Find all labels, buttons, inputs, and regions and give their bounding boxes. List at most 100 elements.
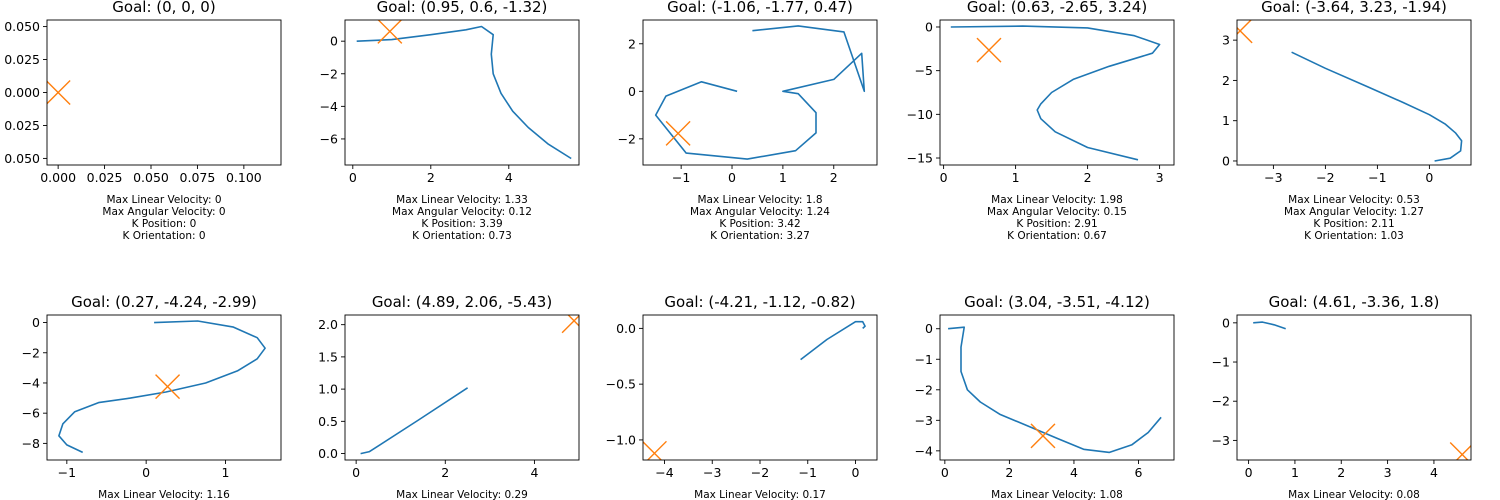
axes-frame <box>642 314 878 461</box>
axes-frame <box>642 19 878 166</box>
parameter-annotation: Max Linear Velocity: 0.08 <box>1288 489 1420 500</box>
subplot-6: Goal: (0.27, -4.24, -2.99) −1 0 1 0 −2 −4 −6 −8 M… <box>22 293 282 500</box>
subplot-2: Goal: (0.95, 0.6, -1.32) 0 2 4 0 −2 −4 −6 Max Li… <box>320 0 580 242</box>
parameter-annotation: K Position: 3.42 <box>719 218 800 230</box>
parameter-annotation: Max Linear Velocity: 1.98 <box>991 194 1123 206</box>
x-tick-label: 2 <box>441 465 449 480</box>
x-tick-label: −3 <box>1264 170 1282 185</box>
parameter-annotation: K Orientation: 0 <box>122 230 205 242</box>
y-tick-label: 0.050 <box>4 151 40 166</box>
trajectory-line <box>360 387 469 455</box>
y-tick-label: 0.050 <box>4 19 40 34</box>
trajectory-line <box>58 320 266 454</box>
x-tick-label: −2 <box>751 465 769 480</box>
x-tick-label: 0.000 <box>40 170 76 185</box>
goal-marker <box>665 120 691 146</box>
x-tick-label: 0.075 <box>180 170 216 185</box>
plot-area <box>948 326 1162 454</box>
subplot-title: Goal: (-1.06, -1.77, 0.47) <box>667 0 853 16</box>
y-tick-label: −2 <box>1212 394 1230 409</box>
trajectory-line <box>1253 321 1286 330</box>
y-tick-label: 0.000 <box>4 85 40 100</box>
y-tick-label: −2 <box>22 345 40 360</box>
x-tick-label: −3 <box>703 465 721 480</box>
y-tick-label: −15 <box>907 151 933 166</box>
axes-frame <box>46 314 282 461</box>
subplot-5: Goal: (-3.64, 3.23, -1.94) −3 −2 −1 0 0 1 2 3 Max… <box>1222 0 1472 242</box>
x-tick-label: 0 <box>728 170 736 185</box>
y-tick-label: 0 <box>628 84 636 99</box>
goal-marker <box>976 37 1002 63</box>
x-tick-label: 0 <box>1245 465 1253 480</box>
y-tick-label: 3 <box>1222 33 1230 48</box>
parameter-annotation: Max Linear Velocity: 1.08 <box>991 489 1123 500</box>
plot-area <box>356 20 572 160</box>
y-tick-label: −3 <box>1212 433 1230 448</box>
plot-area <box>1253 321 1471 460</box>
y-tick-label: 0 <box>1222 153 1230 168</box>
plot-area <box>360 315 579 455</box>
x-tick-label: 4 <box>1070 465 1078 480</box>
plot-area <box>643 320 866 460</box>
x-tick-label: 0.100 <box>226 170 262 185</box>
y-tick-label: 0 <box>925 19 933 34</box>
x-tick-label: 0.025 <box>87 170 123 185</box>
y-tick-label: −3 <box>915 413 933 428</box>
x-tick-label: 0 <box>349 170 357 185</box>
axes-frame <box>46 19 282 166</box>
y-tick-label: −4 <box>915 443 933 458</box>
parameter-annotation: Max Angular Velocity: 0.15 <box>987 206 1127 218</box>
plot-area <box>950 25 1161 161</box>
goal-marker <box>1449 442 1471 460</box>
x-tick-label: 0 <box>940 170 948 185</box>
parameter-annotation: K Orientation: 1.03 <box>1304 230 1404 242</box>
subplot-title: Goal: (3.04, -3.51, -4.12) <box>964 293 1150 311</box>
x-tick-label: 4 <box>505 170 513 185</box>
y-tick-label: −0.5 <box>606 377 636 392</box>
y-tick-label: −1 <box>915 352 933 367</box>
subplot-title: Goal: (4.89, 2.06, -5.43) <box>372 293 552 311</box>
x-tick-label: −1 <box>58 465 76 480</box>
y-tick-label: −2 <box>320 66 338 81</box>
axes-frame <box>1236 19 1472 166</box>
goal-marker <box>47 80 71 105</box>
subplot-title: Goal: (0, 0, 0) <box>112 0 215 16</box>
y-tick-label: 0.025 <box>4 52 40 67</box>
trajectory-line <box>948 326 1162 454</box>
x-tick-label: 0.050 <box>133 170 169 185</box>
trajectory-line <box>950 25 1161 161</box>
y-tick-label: 0 <box>925 321 933 336</box>
goal-marker <box>1237 20 1253 44</box>
y-tick-label: −2 <box>915 382 933 397</box>
parameter-annotation: Max Linear Velocity: 0 <box>107 194 222 206</box>
axes-frame <box>939 314 1175 461</box>
subplot-title: Goal: (-4.21, -1.12, -0.82) <box>664 293 855 311</box>
x-tick-label: 4 <box>530 465 538 480</box>
subplot-8: Goal: (-4.21, -1.12, -0.82) −4 −3 −2 −1 0 0.0 −… <box>606 293 878 500</box>
subplot-7: Goal: (4.89, 2.06, -5.43) 0 2 4 0.0 0.5 1.0 1.5… <box>318 293 580 500</box>
plot-area <box>58 320 266 454</box>
subplot-title: Goal: (0.63, -2.65, 3.24) <box>967 0 1147 16</box>
y-tick-label: 0 <box>1222 315 1230 330</box>
x-tick-label: 1 <box>1291 465 1299 480</box>
y-tick-label: 2 <box>628 36 636 51</box>
y-tick-label: 0 <box>32 315 40 330</box>
y-tick-label: 0.0 <box>318 446 338 461</box>
x-tick-label: 3 <box>1384 465 1392 480</box>
parameter-annotation: K Orientation: 3.27 <box>710 230 810 242</box>
x-tick-label: −2 <box>1316 170 1334 185</box>
y-tick-label: −1 <box>1212 355 1230 370</box>
plot-area <box>654 25 866 160</box>
subplot-9: Goal: (3.04, -3.51, -4.12) 0 2 4 6 0 −1 −2 −3 −4 M… <box>915 293 1175 500</box>
goal-marker <box>377 20 403 44</box>
x-tick-label: 2 <box>427 170 435 185</box>
x-tick-label: 0 <box>941 465 949 480</box>
parameter-annotation: Max Linear Velocity: 0.53 <box>1288 194 1420 206</box>
subplot-title: Goal: (0.95, 0.6, -1.32) <box>377 0 548 16</box>
trajectory-line <box>1291 51 1463 162</box>
parameter-annotation: Max Angular Velocity: 0.12 <box>392 206 532 218</box>
subplot-title: Goal: (0.27, -4.24, -2.99) <box>71 293 257 311</box>
x-tick-label: 3 <box>1156 170 1164 185</box>
y-tick-label: −4 <box>320 99 338 114</box>
